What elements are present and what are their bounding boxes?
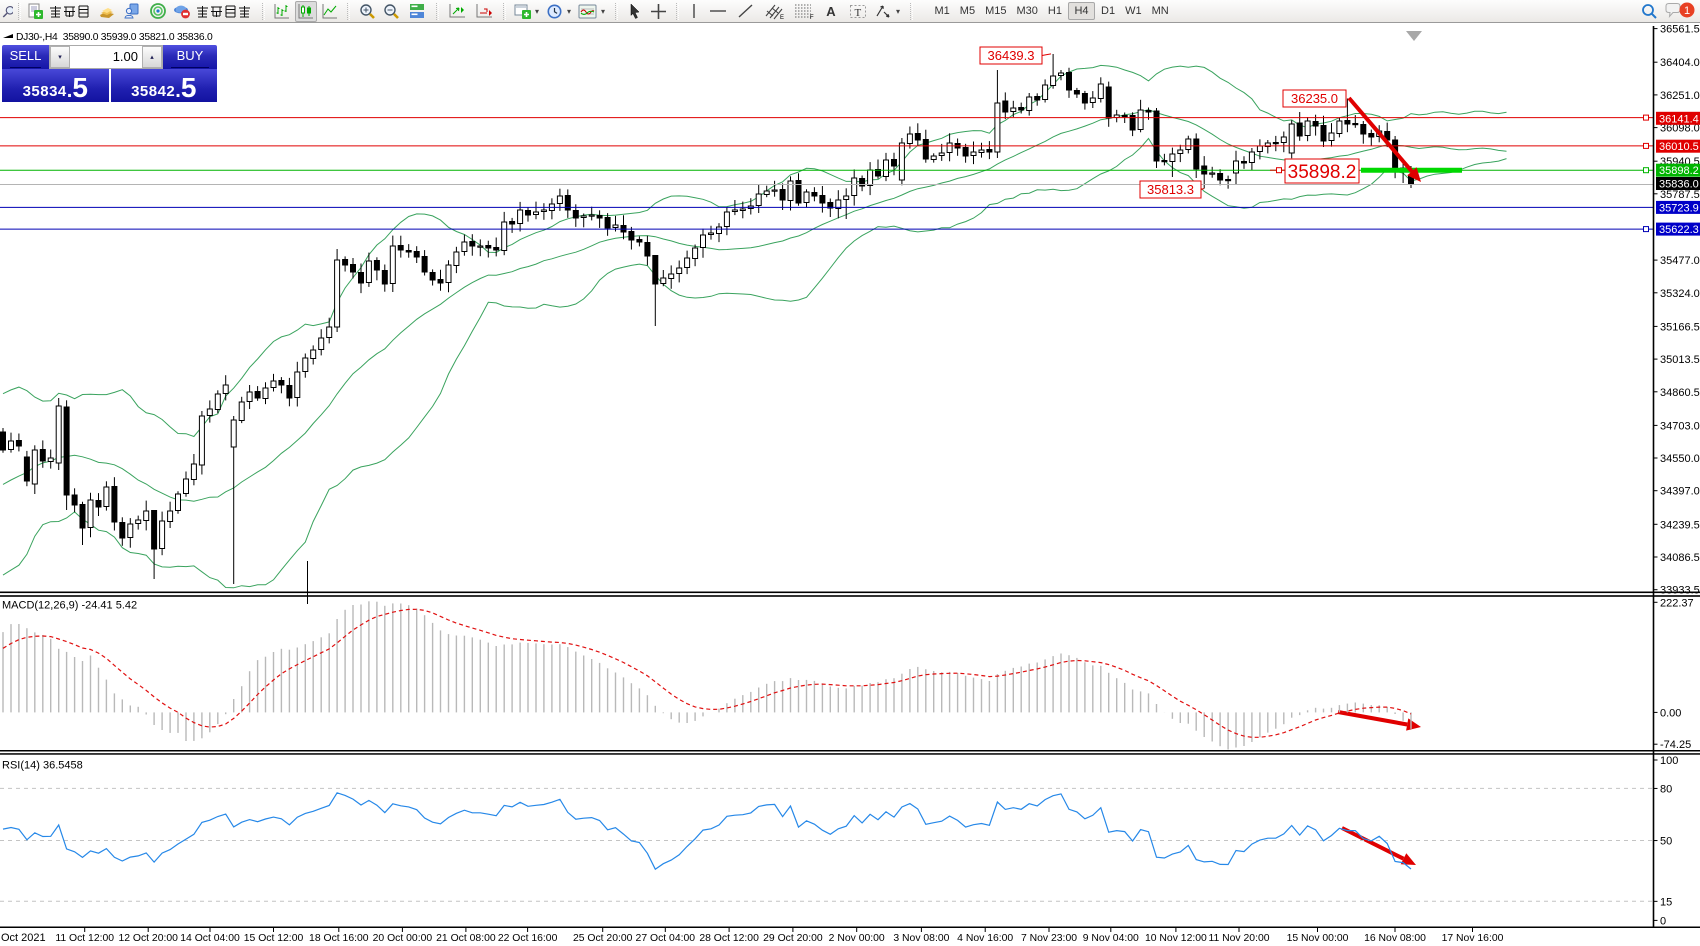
svg-text:15 Nov 00:00: 15 Nov 00:00: [1287, 933, 1349, 944]
svg-text:3 Nov 08:00: 3 Nov 08:00: [893, 933, 949, 944]
svg-text:21 Oct 08:00: 21 Oct 08:00: [436, 933, 496, 944]
svg-text:27 Oct 04:00: 27 Oct 04:00: [636, 933, 696, 944]
svg-text:36235.0: 36235.0: [1291, 91, 1338, 106]
svg-text:DJ30-,H4 35890.0 35939.0 3582: DJ30-,H4 35890.0 35939.0 35821.0 35836.0: [16, 32, 213, 43]
svg-text:35787.5: 35787.5: [1660, 189, 1700, 201]
svg-text:35898.2: 35898.2: [1288, 162, 1357, 183]
svg-text:35324.0: 35324.0: [1660, 288, 1700, 300]
svg-text:18 Oct 16:00: 18 Oct 16:00: [309, 933, 369, 944]
svg-text:36141.4: 36141.4: [1659, 113, 1699, 125]
svg-text:F: F: [810, 15, 814, 20]
svg-text:25 Oct 20:00: 25 Oct 20:00: [573, 933, 633, 944]
svg-text:222.37: 222.37: [1660, 597, 1694, 609]
svg-text:7 Nov 23:00: 7 Nov 23:00: [1021, 933, 1077, 944]
svg-text:35013.5: 35013.5: [1660, 354, 1700, 366]
svg-text:17 Nov 16:00: 17 Nov 16:00: [1442, 933, 1504, 944]
svg-text:28 Oct 12:00: 28 Oct 12:00: [699, 933, 759, 944]
svg-text:34703.0: 34703.0: [1660, 420, 1700, 432]
svg-text:50: 50: [1660, 836, 1672, 848]
svg-text:35166.5: 35166.5: [1660, 321, 1700, 333]
svg-text:0: 0: [1660, 915, 1666, 927]
svg-text:2 Nov 00:00: 2 Nov 00:00: [829, 933, 885, 944]
svg-text:35813.3: 35813.3: [1147, 182, 1194, 197]
svg-text:35836.0: 35836.0: [1659, 179, 1699, 191]
svg-text:9 Nov 04:00: 9 Nov 04:00: [1083, 933, 1139, 944]
svg-text:36404.0: 36404.0: [1660, 57, 1700, 69]
svg-text:35723.9: 35723.9: [1659, 202, 1699, 214]
svg-text:100: 100: [1660, 755, 1678, 767]
svg-text:33933.5: 33933.5: [1660, 585, 1700, 597]
svg-text:15: 15: [1660, 896, 1672, 908]
svg-text:34550.0: 34550.0: [1660, 453, 1700, 465]
svg-text:22 Oct 16:00: 22 Oct 16:00: [498, 933, 558, 944]
svg-text:34397.0: 34397.0: [1660, 486, 1700, 498]
svg-text:36010.5: 36010.5: [1659, 141, 1699, 153]
svg-text:35477.0: 35477.0: [1660, 255, 1700, 267]
svg-text:16 Nov 08:00: 16 Nov 08:00: [1364, 933, 1426, 944]
svg-text:80: 80: [1660, 784, 1672, 796]
svg-text:34860.5: 34860.5: [1660, 387, 1700, 399]
svg-text:11 Nov 20:00: 11 Nov 20:00: [1208, 933, 1269, 944]
svg-text:0.00: 0.00: [1660, 707, 1681, 719]
svg-text:35898.2: 35898.2: [1659, 165, 1699, 177]
svg-text:E: E: [780, 15, 784, 20]
svg-text:4 Nov 16:00: 4 Nov 16:00: [957, 933, 1013, 944]
svg-text:Oct 2021: Oct 2021: [1, 932, 46, 944]
svg-text:36561.5: 36561.5: [1660, 24, 1700, 36]
svg-text:34239.5: 34239.5: [1660, 519, 1700, 531]
svg-text:14 Oct 04:00: 14 Oct 04:00: [180, 933, 240, 944]
svg-text:10 Nov 12:00: 10 Nov 12:00: [1145, 933, 1207, 944]
svg-text:-74.25: -74.25: [1660, 739, 1691, 751]
svg-text:36251.0: 36251.0: [1660, 90, 1700, 102]
svg-text:MACD(12,26,9) -24.41 5.42: MACD(12,26,9) -24.41 5.42: [2, 600, 137, 612]
svg-text:34086.5: 34086.5: [1660, 552, 1700, 564]
svg-text:12 Oct 20:00: 12 Oct 20:00: [118, 933, 178, 944]
svg-text:RSI(14) 36.5458: RSI(14) 36.5458: [2, 760, 83, 772]
svg-text:20 Oct 00:00: 20 Oct 00:00: [373, 933, 433, 944]
svg-text:36439.3: 36439.3: [988, 48, 1035, 63]
svg-text:36098.0: 36098.0: [1660, 123, 1700, 135]
svg-text:1: 1: [1684, 5, 1690, 17]
svg-text:T: T: [854, 7, 861, 19]
svg-text:35622.3: 35622.3: [1659, 224, 1699, 236]
svg-text:15 Oct 12:00: 15 Oct 12:00: [244, 933, 304, 944]
svg-text:11 Oct 12:00: 11 Oct 12:00: [55, 933, 114, 944]
svg-text:29 Oct 20:00: 29 Oct 20:00: [763, 933, 823, 944]
